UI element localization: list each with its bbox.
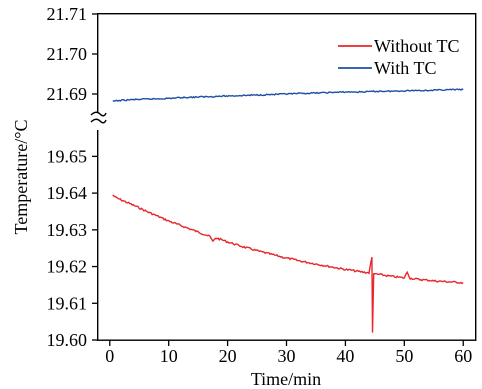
y-lower-tick-label-5: 19.65 <box>47 146 88 166</box>
plot-frame-right <box>475 13 477 341</box>
y-lower-tick-label-1: 19.61 <box>47 293 88 313</box>
y-upper-tick-label-0: 21.69 <box>47 84 88 104</box>
y-axis-title: Temperature/°C <box>11 120 31 235</box>
y-upper-tick-label-2: 21.71 <box>47 4 88 24</box>
y-upper-tick-label-1: 21.70 <box>47 44 88 64</box>
y-lower-tick-label-4: 19.64 <box>47 183 88 203</box>
y-lower-tick-label-2: 19.62 <box>47 257 88 277</box>
x-tick-label-60: 60 <box>454 346 472 366</box>
x-tick-label-40: 40 <box>336 346 354 366</box>
y-axis-line-lower <box>97 130 99 341</box>
y-lower-tick-label-0: 19.60 <box>47 330 88 350</box>
legend-label-without-tc: Without TC <box>374 36 459 56</box>
tick-marks: 0 10 20 30 40 50 60 21.69 21.70 21.71 19.60 19.61 19… <box>47 4 473 366</box>
x-axis-title: Time/min <box>251 369 321 389</box>
y-axis-break-stroke-lower <box>90 118 107 124</box>
x-tick-label-30: 30 <box>278 346 296 366</box>
x-tick-label-50: 50 <box>395 346 413 366</box>
plot-frame-top <box>97 13 476 15</box>
y-axis-break-stroke-upper <box>90 111 107 117</box>
series-lines <box>112 88 464 333</box>
y-lower-tick-label-3: 19.63 <box>47 220 88 240</box>
y-axis-break-mark <box>90 111 107 124</box>
x-tick-label-0: 0 <box>105 346 114 366</box>
legend-label-with-tc: With TC <box>374 58 436 78</box>
x-tick-label-10: 10 <box>160 346 178 366</box>
x-tick-label-20: 20 <box>219 346 237 366</box>
series-line-with-tc <box>112 88 464 102</box>
y-axis-line-upper <box>97 13 99 112</box>
series-line-without-tc <box>112 194 464 333</box>
